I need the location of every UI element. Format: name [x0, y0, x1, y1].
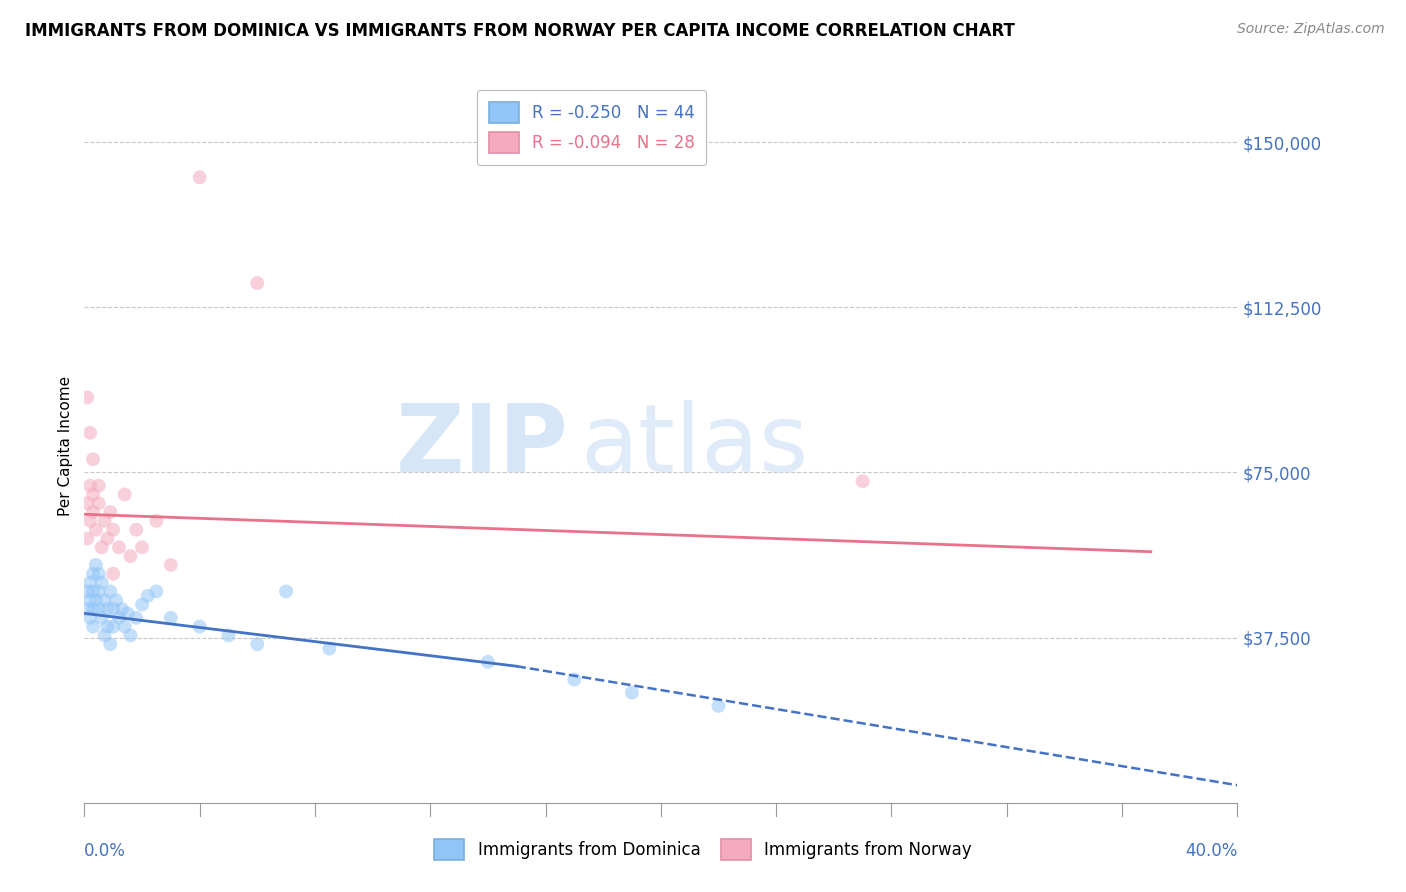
Point — [87, 478, 110, 492]
Point — [852, 475, 875, 489]
Point — [120, 628, 142, 642]
Point — [188, 170, 211, 185]
Point — [114, 619, 136, 633]
Text: 40.0%: 40.0% — [1185, 842, 1237, 860]
Point — [96, 602, 118, 616]
Text: Source: ZipAtlas.com: Source: ZipAtlas.com — [1237, 22, 1385, 37]
Point — [87, 566, 110, 581]
Point — [218, 628, 240, 642]
Text: 0.0%: 0.0% — [84, 842, 127, 860]
Point — [76, 584, 98, 599]
Point — [108, 611, 131, 625]
Point — [90, 611, 112, 625]
Point — [90, 541, 112, 555]
Point — [477, 655, 499, 669]
Point — [82, 584, 104, 599]
Point — [87, 584, 110, 599]
Point — [160, 611, 183, 625]
Point — [125, 611, 148, 625]
Point — [82, 602, 104, 616]
Legend: R = -0.250   N = 44, R = -0.094   N = 28: R = -0.250 N = 44, R = -0.094 N = 28 — [477, 90, 706, 165]
Point — [76, 496, 98, 510]
Point — [276, 584, 298, 599]
Point — [76, 602, 98, 616]
Point — [84, 558, 107, 572]
Point — [564, 673, 586, 687]
Point — [103, 602, 124, 616]
Point — [114, 487, 136, 501]
Point — [93, 628, 115, 642]
Point — [125, 523, 148, 537]
Point — [87, 496, 110, 510]
Point — [82, 505, 104, 519]
Point — [96, 532, 118, 546]
Point — [84, 593, 107, 607]
Point — [108, 541, 131, 555]
Point — [246, 276, 269, 290]
Point — [621, 686, 644, 700]
Point — [87, 602, 110, 616]
Point — [707, 698, 730, 713]
Point — [79, 514, 101, 528]
Point — [79, 478, 101, 492]
Point — [84, 523, 107, 537]
Point — [145, 584, 167, 599]
Text: ZIP: ZIP — [395, 400, 568, 492]
Point — [93, 593, 115, 607]
Point — [98, 584, 121, 599]
Point — [93, 514, 115, 528]
Text: atlas: atlas — [581, 400, 808, 492]
Point — [79, 611, 101, 625]
Point — [145, 514, 167, 528]
Point — [103, 523, 124, 537]
Point — [79, 425, 101, 440]
Y-axis label: Per Capita Income: Per Capita Income — [58, 376, 73, 516]
Point — [188, 619, 211, 633]
Point — [131, 598, 153, 612]
Point — [136, 589, 159, 603]
Point — [76, 391, 98, 405]
Point — [96, 619, 118, 633]
Point — [117, 607, 139, 621]
Point — [105, 593, 128, 607]
Point — [111, 602, 134, 616]
Point — [76, 532, 98, 546]
Point — [82, 452, 104, 467]
Point — [160, 558, 183, 572]
Point — [120, 549, 142, 563]
Point — [103, 566, 124, 581]
Legend: Immigrants from Dominica, Immigrants from Norway: Immigrants from Dominica, Immigrants fro… — [425, 829, 981, 871]
Point — [246, 637, 269, 651]
Point — [82, 487, 104, 501]
Point — [103, 619, 124, 633]
Point — [318, 641, 340, 656]
Point — [131, 541, 153, 555]
Point — [79, 593, 101, 607]
Point — [90, 575, 112, 590]
Point — [82, 566, 104, 581]
Text: IMMIGRANTS FROM DOMINICA VS IMMIGRANTS FROM NORWAY PER CAPITA INCOME CORRELATION: IMMIGRANTS FROM DOMINICA VS IMMIGRANTS F… — [25, 22, 1015, 40]
Point — [98, 637, 121, 651]
Point — [79, 575, 101, 590]
Point — [82, 619, 104, 633]
Point — [98, 505, 121, 519]
